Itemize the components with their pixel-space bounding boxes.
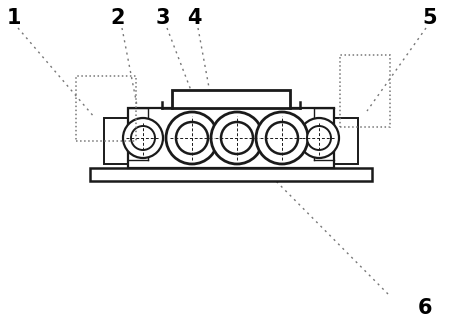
Bar — [104, 118, 128, 164]
Circle shape — [176, 122, 208, 154]
Circle shape — [299, 118, 339, 158]
Circle shape — [211, 112, 263, 164]
Bar — [90, 168, 372, 181]
Bar — [334, 118, 358, 164]
Circle shape — [166, 112, 218, 164]
Bar — [128, 108, 334, 168]
Text: 4: 4 — [187, 8, 201, 28]
Bar — [76, 76, 136, 141]
Bar — [172, 90, 290, 108]
Circle shape — [266, 122, 298, 154]
Text: 2: 2 — [111, 8, 125, 28]
Text: 3: 3 — [156, 8, 170, 28]
Text: 5: 5 — [423, 8, 437, 28]
Text: 6: 6 — [418, 298, 432, 318]
Circle shape — [221, 122, 253, 154]
Circle shape — [131, 126, 155, 150]
Circle shape — [256, 112, 308, 164]
Circle shape — [123, 118, 163, 158]
Text: 1: 1 — [7, 8, 21, 28]
Bar — [340, 55, 390, 127]
Circle shape — [307, 126, 331, 150]
